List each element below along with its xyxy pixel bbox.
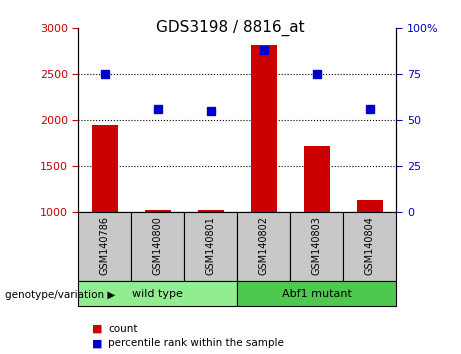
Text: percentile rank within the sample: percentile rank within the sample xyxy=(108,338,284,348)
Bar xyxy=(237,212,290,281)
Bar xyxy=(357,200,383,212)
Text: GSM140802: GSM140802 xyxy=(259,216,269,275)
Text: GDS3198 / 8816_at: GDS3198 / 8816_at xyxy=(156,19,305,36)
Text: GSM140800: GSM140800 xyxy=(153,216,163,275)
Bar xyxy=(78,212,131,281)
Bar xyxy=(251,45,277,212)
Text: ■: ■ xyxy=(92,324,103,333)
Bar xyxy=(92,125,118,212)
Text: wild type: wild type xyxy=(132,289,183,299)
Text: Abf1 mutant: Abf1 mutant xyxy=(282,289,352,299)
Text: GSM140801: GSM140801 xyxy=(206,216,216,275)
Text: ■: ■ xyxy=(92,338,103,348)
Text: genotype/variation ▶: genotype/variation ▶ xyxy=(5,290,115,299)
Bar xyxy=(78,281,237,306)
Bar xyxy=(343,212,396,281)
Bar xyxy=(304,146,330,212)
Bar xyxy=(131,212,184,281)
Bar xyxy=(184,212,237,281)
Text: count: count xyxy=(108,324,138,333)
Text: GSM140804: GSM140804 xyxy=(365,216,375,275)
Text: GSM140786: GSM140786 xyxy=(100,216,110,275)
Bar xyxy=(237,281,396,306)
Bar xyxy=(290,212,343,281)
Bar xyxy=(198,210,224,212)
Bar xyxy=(145,210,171,212)
Text: GSM140803: GSM140803 xyxy=(312,216,322,275)
